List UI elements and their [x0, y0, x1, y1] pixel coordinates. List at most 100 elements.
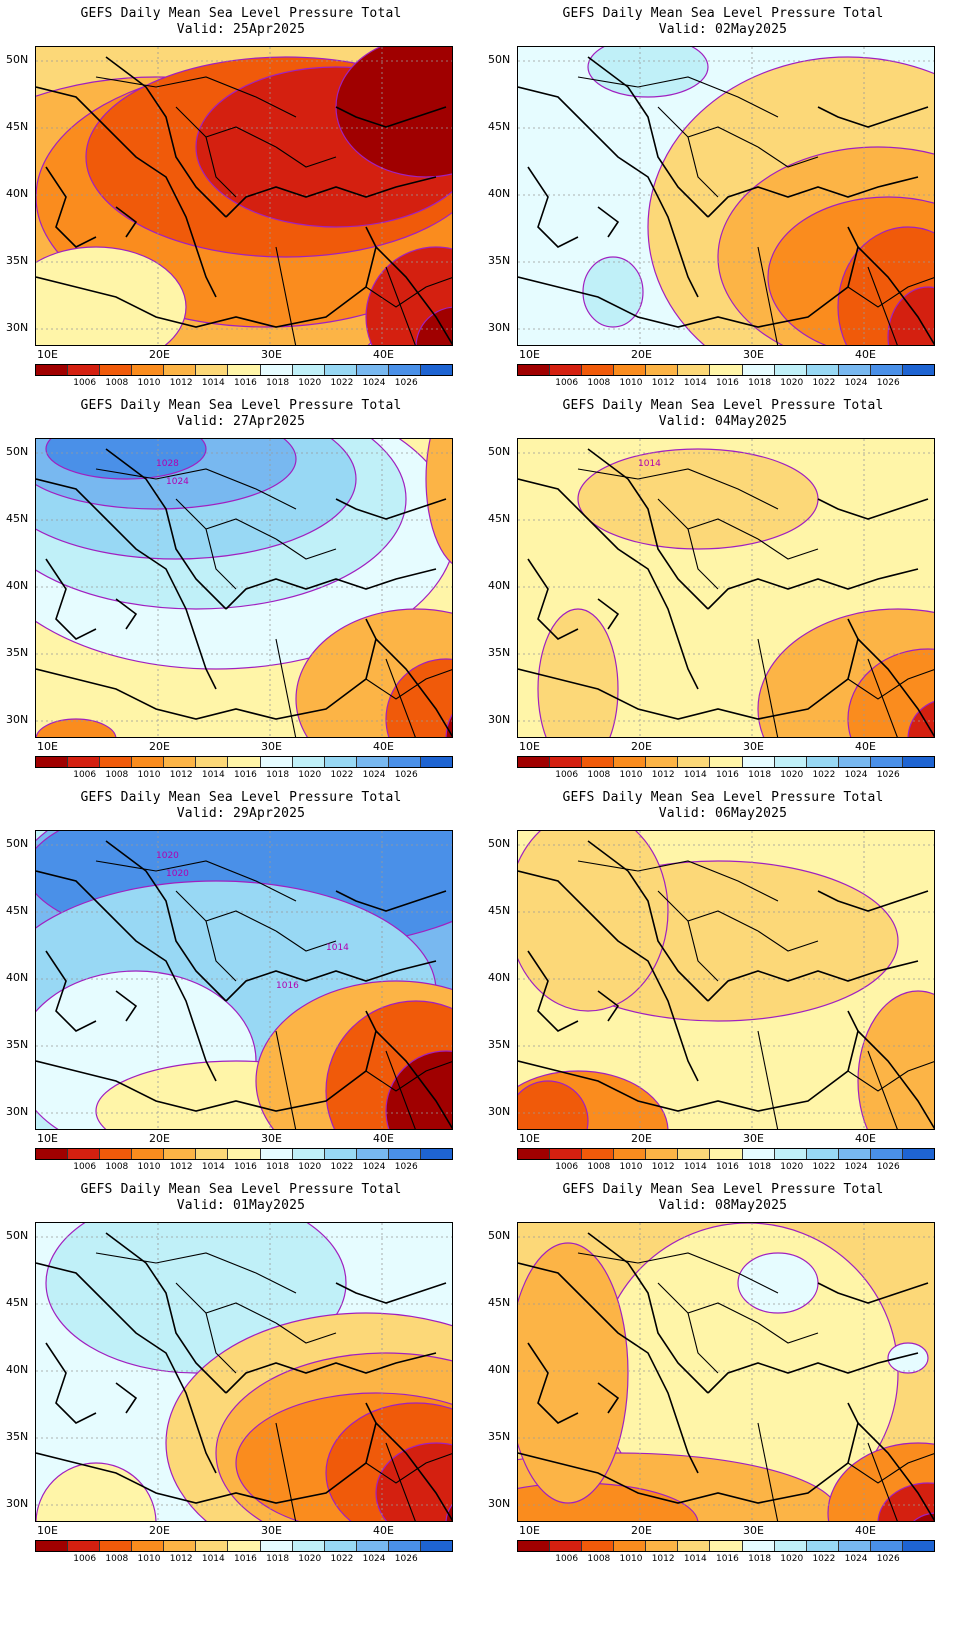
country-border [687, 528, 719, 590]
country-border [95, 468, 297, 510]
colorbar-swatch [582, 757, 615, 767]
colorbar-label: 1006 [73, 1554, 97, 1564]
colorbar-swatch [678, 1541, 711, 1551]
colorbar-label: 1006 [555, 770, 579, 780]
coastline [335, 890, 447, 912]
colorbar-swatch [68, 1541, 101, 1551]
colorbar-label: 1008 [105, 770, 129, 780]
coastline [518, 1402, 859, 1504]
contour-label: 1020 [166, 869, 189, 879]
colorbar-label: 1010 [137, 1162, 161, 1172]
map-svg [518, 439, 934, 737]
country-border [385, 266, 416, 345]
pressure-contour [445, 713, 452, 737]
country-border [847, 277, 934, 308]
colorbar-swatch [100, 365, 133, 375]
coastline [36, 870, 217, 1082]
longitude-label: 30E [261, 740, 282, 753]
colorbar-swatch [710, 1149, 743, 1159]
country-border [175, 498, 277, 540]
country-border [205, 920, 237, 982]
longitude-label: 10E [519, 1132, 540, 1145]
latitude-label: 50N [6, 1229, 29, 1242]
colorbar-label: 1018 [266, 1554, 290, 1564]
colorbar-label: 1020 [298, 1162, 322, 1172]
colorbar-swatch [164, 1541, 197, 1551]
latitude-label: 35N [488, 646, 511, 659]
country-border [757, 246, 779, 345]
colorbar-swatch [774, 365, 807, 375]
colorbar-label: 1016 [234, 1554, 257, 1564]
colorbar-swatch [550, 1149, 583, 1159]
latitude-label: 40N [6, 579, 29, 592]
colorbar-swatch [324, 365, 357, 375]
coastline [587, 1232, 709, 1394]
latitude-label: 35N [488, 1038, 511, 1051]
map-panel-p1: GEFS Daily Mean Sea Level Pressure Total… [0, 0, 482, 410]
colorbar-label: 1014 [201, 770, 225, 780]
colorbar-swatch [614, 1149, 647, 1159]
pressure-contour [587, 47, 709, 98]
pressure-map [517, 1222, 935, 1522]
colorbar-label: 1018 [748, 378, 772, 388]
country-border [687, 1312, 719, 1374]
latitude-label: 40N [488, 971, 511, 984]
colorbar-label: 1012 [651, 378, 675, 388]
country-border [757, 1322, 819, 1344]
latitude-label: 30N [6, 1497, 29, 1510]
colorbar-swatch [292, 1541, 325, 1551]
panel-valid-date: Valid: 01May2025 [176, 1198, 306, 1213]
map-panel-p8: GEFS Daily Mean Sea Level Pressure Total… [482, 1176, 964, 1586]
colorbar-label: 1018 [266, 378, 290, 388]
colorbar-swatch [228, 757, 261, 767]
colorbar-swatch [36, 1149, 69, 1159]
country-border [205, 1312, 237, 1374]
colorbar-swatch [518, 365, 551, 375]
coastline [527, 950, 579, 1032]
longitude-label: 10E [37, 740, 58, 753]
colorbar [517, 756, 935, 768]
colorbar-label: 1024 [362, 1554, 386, 1564]
pressure-contour [577, 448, 819, 550]
coastline [857, 638, 934, 737]
colorbar-label: 1016 [234, 1162, 257, 1172]
country-border [657, 498, 759, 540]
coastline [518, 1010, 859, 1112]
colorbar-swatch [420, 1541, 453, 1551]
colorbar-label: 1006 [555, 1162, 579, 1172]
coastline [375, 1422, 452, 1521]
panel-valid-date: Valid: 29Apr2025 [176, 806, 306, 821]
colorbar-label: 1010 [619, 1554, 643, 1564]
colorbar-label: 1012 [169, 1554, 193, 1564]
colorbar-label: 1012 [169, 378, 193, 388]
colorbar-label: 1020 [298, 770, 322, 780]
coastline [375, 638, 452, 737]
colorbar-label: 1020 [780, 1162, 804, 1172]
coastline [707, 568, 919, 610]
panel-valid-date: Valid: 27Apr2025 [176, 414, 306, 429]
colorbar-label: 1008 [587, 378, 611, 388]
longitude-label: 20E [631, 348, 652, 361]
coastline [817, 890, 929, 912]
colorbar-swatch [742, 1149, 775, 1159]
colorbar-label: 1006 [73, 378, 97, 388]
pressure-map [35, 46, 453, 346]
map-panel-p4: GEFS Daily Mean Sea Level Pressure Total… [482, 392, 964, 802]
coastline [518, 478, 699, 690]
pressure-map [517, 46, 935, 346]
colorbar-label: 1014 [683, 1554, 707, 1564]
panel-valid-date: Valid: 06May2025 [658, 806, 788, 821]
colorbar-swatch [132, 1149, 165, 1159]
longitude-label: 10E [519, 1524, 540, 1537]
panel-valid-date: Valid: 04May2025 [658, 414, 788, 429]
colorbar-swatch [196, 757, 229, 767]
latitude-label: 35N [6, 646, 29, 659]
colorbar-label: 1008 [587, 770, 611, 780]
map-svg [36, 47, 452, 345]
coastline [817, 498, 929, 520]
colorbar-swatch [164, 757, 197, 767]
colorbar-swatch [260, 1541, 293, 1551]
colorbar-swatch [678, 365, 711, 375]
coastline [45, 1342, 97, 1424]
colorbar-swatch [356, 1149, 389, 1159]
